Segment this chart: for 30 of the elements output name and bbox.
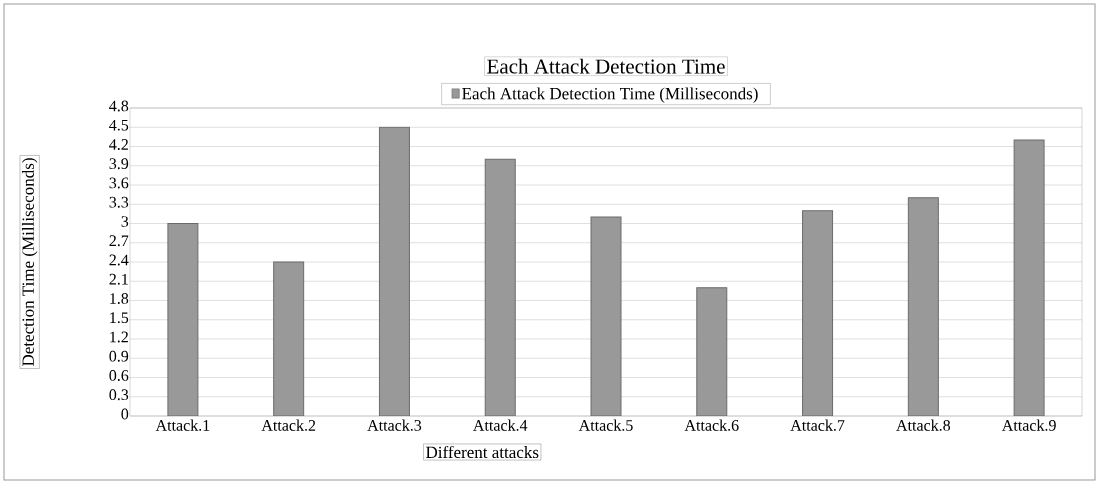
y-tick-label: 2.4 — [109, 254, 129, 266]
x-axis-title: Different attacks — [426, 445, 539, 459]
chart-title: Each Attack Detection Time — [487, 58, 725, 74]
y-tick-label: 1.5 — [110, 312, 129, 324]
y-tick-label: 1.2 — [110, 331, 128, 343]
y-tick-label: 0.6 — [109, 370, 129, 381]
x-tick-label: Attack.8 — [896, 419, 951, 431]
y-tick-label: 2.7 — [109, 235, 129, 247]
x-tick-label: Attack.6 — [684, 419, 739, 431]
x-tick-label: Attack.9 — [1001, 419, 1056, 431]
y-tick-label: 0.3 — [109, 389, 129, 401]
y-tick-label: 0.9 — [109, 350, 129, 362]
y-axis-title: Detection Time (Milliseconds) — [21, 158, 38, 367]
y-tick-label: 2.1 — [109, 273, 128, 285]
x-tick-label: Attack.2 — [261, 419, 316, 431]
y-tick-label: 3.3 — [109, 196, 129, 208]
y-tick-label: 0 — [121, 408, 129, 420]
x-tick-label: Attack.7 — [790, 419, 845, 431]
y-tick-label: 3.6 — [109, 177, 129, 189]
y-tick-label: 3.9 — [109, 158, 129, 170]
x-tick-label: Attack.3 — [367, 419, 422, 431]
y-tick-label: 4.8 — [109, 100, 129, 112]
y-tick-label: 4.2 — [109, 139, 128, 150]
y-tick-label: 4.5 — [109, 119, 129, 131]
x-tick-label: Attack.1 — [155, 419, 210, 431]
x-tick-label: Attack.5 — [578, 419, 633, 431]
y-tick-label: 1.8 — [110, 293, 129, 304]
y-tick-label: 3 — [121, 216, 129, 227]
x-tick-label: Attack.4 — [473, 419, 528, 431]
legend-label: Each Attack Detection Time (Milliseconds) — [462, 87, 758, 103]
